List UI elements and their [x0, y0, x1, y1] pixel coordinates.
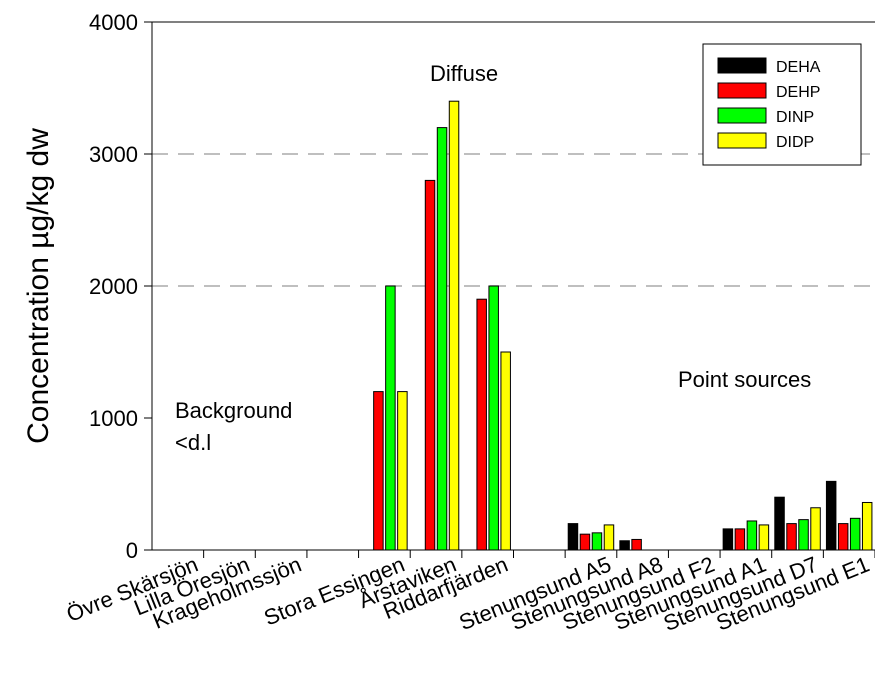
legend-label-dehp: DEHP [776, 84, 820, 101]
bar-didp-6 [500, 351, 511, 551]
bar-didp-4 [397, 391, 408, 551]
annotation-dl: <d.l [175, 430, 211, 455]
legend: DEHA DEHP DINP DIDP [702, 43, 862, 166]
bar-didp-5 [448, 100, 460, 551]
legend-label-dinp: DINP [776, 109, 814, 126]
y-ticks: 0 1000 2000 3000 4000 [89, 10, 152, 563]
bar-didp-11 [758, 524, 770, 551]
legend-swatch-dehp [717, 82, 767, 99]
bar-dinp-12 [798, 519, 809, 551]
legend-label-didp: DIDP [776, 134, 814, 151]
y-tick-label: 0 [126, 538, 138, 563]
bar-deha-8 [567, 523, 579, 551]
bar-dinp-8 [591, 532, 603, 551]
bar-didp-8 [603, 524, 615, 551]
bar-dehp-11 [734, 528, 746, 551]
legend-swatch-didp [717, 132, 767, 149]
bar-dinp-6 [488, 285, 499, 551]
y-axis-label: Concentration µg/kg dw [22, 128, 55, 444]
bar-didp-12 [810, 507, 821, 551]
bar-dehp-4 [373, 391, 384, 551]
bar-dehp-13 [837, 523, 849, 551]
bar-dehp-5 [424, 179, 436, 551]
bar-didp-13 [861, 501, 873, 551]
y-tick-label: 2000 [89, 274, 138, 299]
bars [373, 100, 873, 551]
annotation-point-sources: Point sources [678, 367, 811, 392]
bar-dehp-12 [786, 523, 797, 551]
annotation-diffuse: Diffuse [430, 61, 498, 86]
bar-dehp-6 [476, 298, 487, 551]
bar-dinp-4 [385, 285, 396, 551]
bar-dinp-13 [849, 517, 861, 551]
bar-dehp-8 [579, 533, 591, 551]
bar-deha-12 [774, 496, 785, 551]
bar-deha-13 [825, 480, 837, 551]
legend-label-deha: DEHA [776, 59, 821, 76]
bar-deha-11 [722, 528, 734, 551]
bar-dinp-5 [436, 127, 448, 551]
y-tick-label: 4000 [89, 10, 138, 35]
y-tick-label: 3000 [89, 142, 138, 167]
bar-dinp-11 [746, 520, 758, 551]
grid-lines [152, 153, 875, 287]
legend-swatch-deha [717, 57, 767, 74]
y-tick-label: 1000 [89, 406, 138, 431]
bar-dehp-9 [631, 538, 642, 551]
legend-swatch-dinp [717, 107, 767, 124]
bar-deha-9 [619, 540, 630, 551]
annotation-background: Background [175, 398, 292, 423]
